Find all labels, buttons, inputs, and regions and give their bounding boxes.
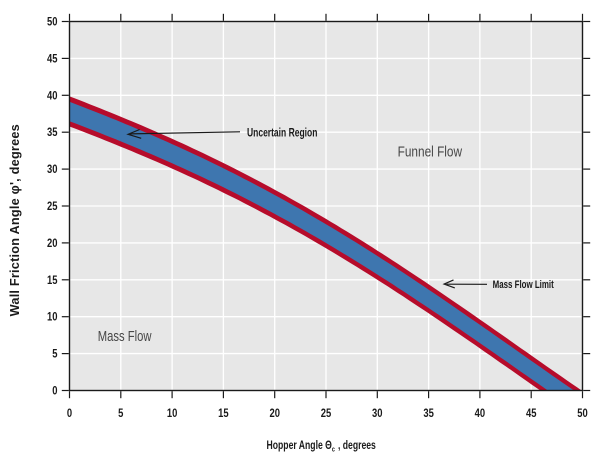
svg-text:25: 25 [47,200,58,213]
svg-text:Hopper Angle Θc , degrees: Hopper Angle Θc , degrees [267,440,376,454]
svg-text:35: 35 [47,126,58,139]
svg-text:40: 40 [475,407,486,420]
svg-text:50: 50 [47,16,58,29]
svg-text:0: 0 [52,385,57,398]
svg-text:30: 30 [372,407,383,420]
svg-text:Mass Flow: Mass Flow [98,327,152,344]
svg-text:40: 40 [47,89,58,102]
svg-text:30: 30 [47,163,58,176]
svg-text:Uncertain Region: Uncertain Region [247,127,317,140]
svg-text:Funnel Flow: Funnel Flow [398,143,463,160]
svg-text:35: 35 [423,407,434,420]
svg-text:20: 20 [47,237,58,250]
svg-text:10: 10 [167,407,178,420]
svg-text:50: 50 [577,407,588,420]
svg-text:20: 20 [269,407,280,420]
svg-text:0: 0 [67,407,72,420]
svg-text:45: 45 [47,53,58,66]
svg-text:Wall Friction Angle φ', degree: Wall Friction Angle φ', degrees [8,124,22,316]
svg-text:45: 45 [526,407,537,420]
svg-text:Mass Flow Limit: Mass Flow Limit [493,279,555,292]
svg-text:25: 25 [321,407,332,420]
svg-text:10: 10 [47,311,58,324]
svg-text:5: 5 [118,407,123,420]
svg-text:5: 5 [52,348,57,361]
svg-text:15: 15 [47,274,58,287]
svg-text:15: 15 [218,407,229,420]
